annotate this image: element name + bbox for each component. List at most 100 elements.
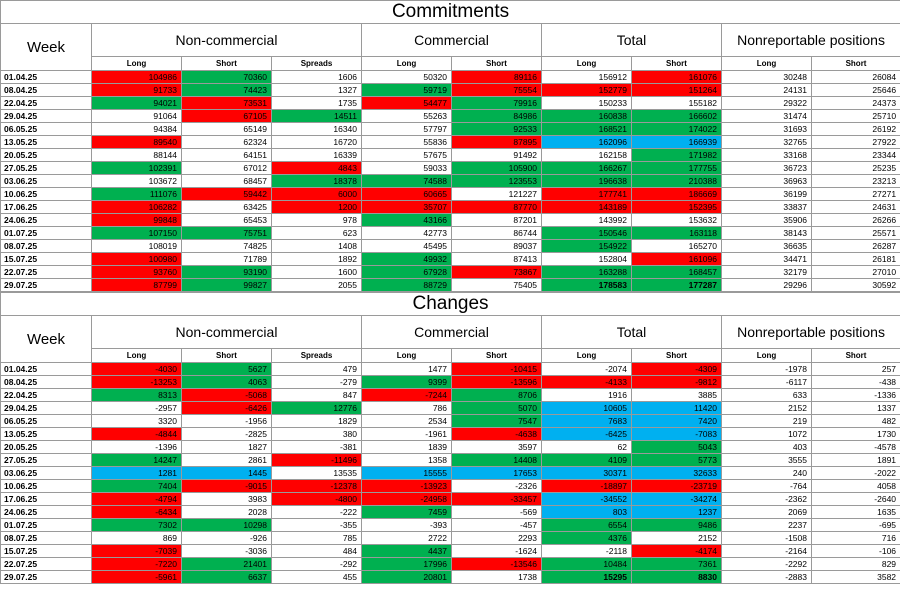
value-cell: 829: [810, 557, 900, 571]
value-cell: 163118: [631, 226, 722, 240]
group-header: Total: [541, 23, 722, 57]
value-cell: 257: [810, 362, 900, 376]
section-title: Commitments: [0, 0, 900, 24]
value-cell: -10415: [451, 362, 542, 376]
value-cell: 161096: [631, 252, 722, 266]
week-cell: 24.06.25: [0, 505, 92, 519]
value-cell: 3555: [721, 453, 812, 467]
value-cell: 89540: [91, 135, 182, 149]
table-row: 06.05.25 3320 -1956 1829 2534 7547 7683 7420 219…: [0, 414, 900, 428]
value-cell: 32633: [631, 466, 722, 480]
value-cell: 36635: [721, 239, 812, 253]
value-cell: 166267: [541, 161, 632, 175]
value-cell: 16339: [271, 148, 362, 162]
table-row: 06.05.25 94384 65149 16340 57797 92533 168521 1…: [0, 122, 900, 136]
value-cell: 2293: [451, 531, 542, 545]
value-cell: 54477: [361, 96, 452, 110]
table-row: 29.04.25 91064 67105 14511 55263 84986 160838 1…: [0, 109, 900, 123]
value-cell: 161076: [631, 70, 722, 84]
week-cell: 27.05.25: [0, 453, 92, 467]
value-cell: 105900: [451, 161, 542, 175]
week-cell: 10.06.25: [0, 479, 92, 493]
table-row: 13.05.25 89540 62324 16720 55836 87895 162096 1…: [0, 135, 900, 149]
week-cell: 15.07.25: [0, 252, 92, 266]
value-cell: 166939: [631, 135, 722, 149]
value-cell: 150546: [541, 226, 632, 240]
week-cell: 06.05.25: [0, 122, 92, 136]
value-cell: 168457: [631, 265, 722, 279]
value-cell: 153632: [631, 213, 722, 227]
column-header: Short: [451, 56, 542, 71]
value-cell: 5070: [451, 401, 542, 415]
value-cell: 4109: [541, 453, 632, 467]
value-cell: 36963: [721, 174, 812, 188]
value-cell: 21401: [181, 557, 272, 571]
value-cell: 13535: [271, 466, 362, 480]
value-cell: 16720: [271, 135, 362, 149]
group-header: Non-commercial: [91, 315, 362, 349]
value-cell: -2883: [721, 570, 812, 584]
table-row: 22.04.25 8313 -5068 847 -7244 8706 1916 3885 633…: [0, 388, 900, 402]
value-cell: 403: [721, 440, 812, 454]
value-cell: 71789: [181, 252, 272, 266]
value-cell: -1956: [181, 414, 272, 428]
value-cell: 25235: [810, 161, 900, 175]
value-cell: 2861: [181, 453, 272, 467]
value-cell: 186669: [631, 187, 722, 201]
week-cell: 20.05.25: [0, 148, 92, 162]
value-cell: 57797: [361, 122, 452, 136]
value-cell: 23344: [810, 148, 900, 162]
value-cell: 1358: [361, 453, 452, 467]
value-cell: 2028: [181, 505, 272, 519]
value-cell: 103672: [91, 174, 182, 188]
value-cell: 123553: [451, 174, 542, 188]
value-cell: 484: [271, 544, 362, 558]
value-cell: -7083: [631, 427, 722, 441]
value-cell: 2237: [721, 518, 812, 532]
value-cell: 2534: [361, 414, 452, 428]
value-cell: 75405: [451, 278, 542, 292]
value-cell: -13596: [451, 375, 542, 389]
value-cell: 1730: [810, 427, 900, 441]
column-header: Long: [721, 56, 812, 71]
value-cell: 1827: [181, 440, 272, 454]
table-row: 29.07.25 -5961 6637 455 20801 1738 15295 8830 -2…: [0, 570, 900, 584]
value-cell: 50320: [361, 70, 452, 84]
value-cell: 1445: [181, 466, 272, 480]
value-cell: -6425: [541, 427, 632, 441]
week-cell: 27.05.25: [0, 161, 92, 175]
section-title: Changes: [0, 292, 900, 316]
week-cell: 24.06.25: [0, 213, 92, 227]
changes-table: Changes Week Non-commercial Commercial Total…: [0, 292, 900, 584]
value-cell: 2152: [721, 401, 812, 415]
table-row: 08.07.25 869 -926 785 2722 2293 4376 2152 -1508 7…: [0, 531, 900, 545]
value-cell: 20801: [361, 570, 452, 584]
table-row: 20.05.25 -1396 1827 -381 1839 3597 62 5043 403 -4…: [0, 440, 900, 454]
title-row: Commitments: [0, 0, 900, 24]
value-cell: -4309: [631, 362, 722, 376]
value-cell: 91492: [451, 148, 542, 162]
week-cell: 01.04.25: [0, 362, 92, 376]
value-cell: -926: [181, 531, 272, 545]
column-header: Short: [181, 56, 272, 71]
value-cell: -12378: [271, 479, 362, 493]
week-cell: 22.07.25: [0, 265, 92, 279]
value-cell: 154922: [541, 239, 632, 253]
value-cell: -222: [271, 505, 362, 519]
value-cell: 15555: [361, 466, 452, 480]
value-cell: -4174: [631, 544, 722, 558]
value-cell: 7361: [631, 557, 722, 571]
value-cell: 74588: [361, 174, 452, 188]
value-cell: 106282: [91, 200, 182, 214]
value-cell: -6117: [721, 375, 812, 389]
value-cell: 59442: [181, 187, 272, 201]
week-cell: 01.07.25: [0, 518, 92, 532]
week-cell: 08.07.25: [0, 239, 92, 253]
value-cell: -5068: [181, 388, 272, 402]
week-cell: 13.05.25: [0, 427, 92, 441]
table-row: 08.04.25 -13253 4063 -279 9399 -13596 -4133 -98…: [0, 375, 900, 389]
group-header: Nonreportable positions: [720, 315, 900, 349]
value-cell: 27271: [810, 187, 900, 201]
value-cell: 104986: [91, 70, 182, 84]
value-cell: 87201: [451, 213, 542, 227]
